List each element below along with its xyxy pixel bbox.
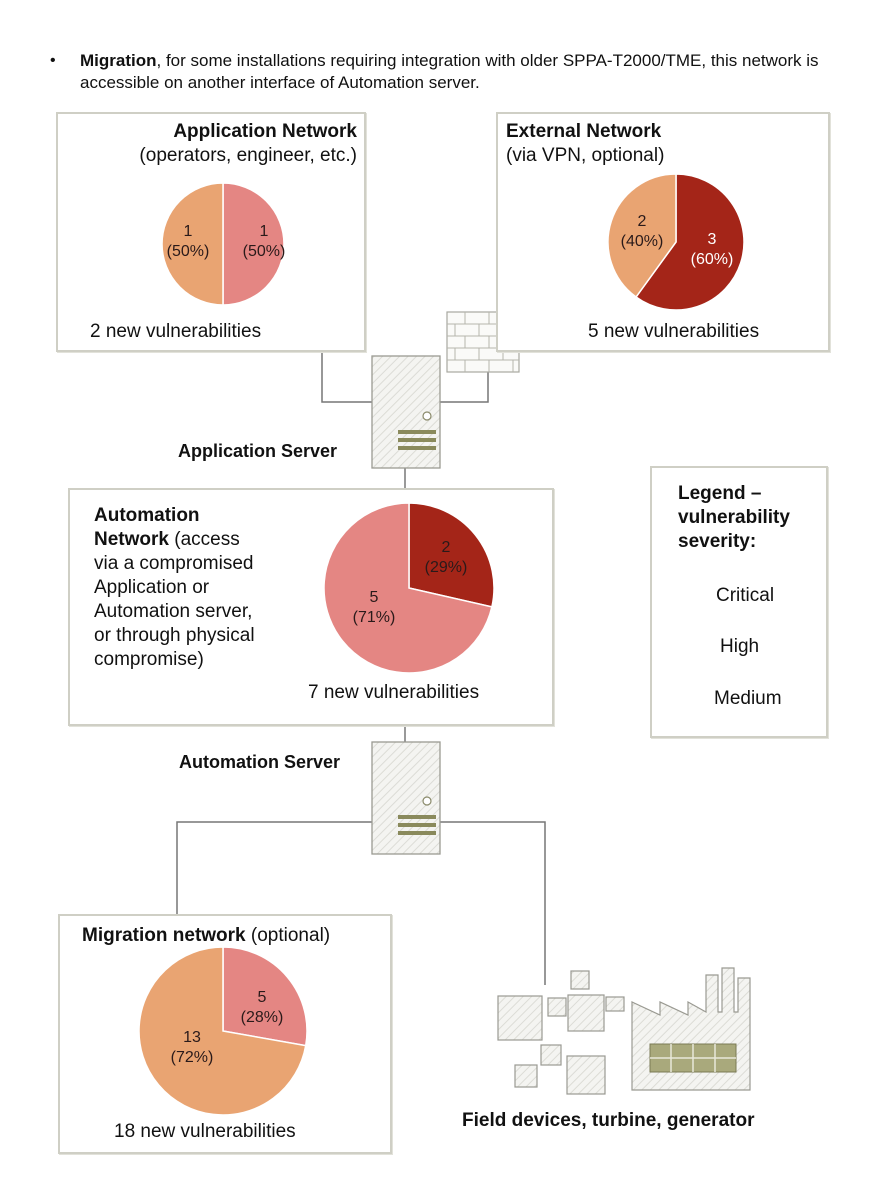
application-pie-slice-high bbox=[222, 182, 285, 306]
bullet-text: , for some installations requiring integ… bbox=[80, 51, 819, 92]
legend-label-medium: Medium bbox=[714, 688, 782, 709]
automation-network-desc-line2: via a compromised bbox=[94, 553, 254, 574]
legend-title-line3: severity: bbox=[678, 531, 757, 552]
automation-network-box: Automation Network (access via a comprom… bbox=[68, 488, 554, 726]
automation-pie-label-critical: 2 (29%) bbox=[424, 539, 468, 576]
automation-pie bbox=[323, 502, 495, 674]
migration-network-title: Migration network (optional) bbox=[82, 925, 331, 946]
migration-pie-slice-high bbox=[222, 946, 308, 1047]
external-network-subtitle: (via VPN, optional) bbox=[506, 145, 665, 166]
external-pie-slice-medium bbox=[607, 173, 677, 299]
application-network-summary: 2 new vulnerabilities bbox=[90, 321, 262, 342]
application-server-label: Application Server bbox=[178, 441, 338, 461]
external-pie-label-critical: 3 (60%) bbox=[690, 231, 734, 268]
bullet-bold-term: Migration bbox=[80, 51, 157, 70]
automation-network-desc-line5: or through physical bbox=[94, 625, 255, 646]
migration-pie bbox=[138, 946, 308, 1116]
automation-network-desc-line6: compromise) bbox=[94, 649, 204, 670]
external-pie-slice-critical bbox=[634, 173, 745, 311]
connector-lines bbox=[176, 348, 546, 985]
external-network-title: External Network bbox=[506, 121, 662, 142]
field-devices-icon bbox=[497, 970, 625, 1095]
legend-title-line2: vulnerability bbox=[678, 507, 790, 528]
legend-label-high: High bbox=[720, 636, 760, 657]
external-network-summary: 5 new vulnerabilities bbox=[588, 321, 760, 342]
legend-title-line1: Legend – bbox=[678, 483, 762, 504]
migration-network-summary: 18 new vulnerabilities bbox=[114, 1121, 296, 1142]
automation-network-desc-line3: Application or bbox=[94, 577, 210, 598]
application-pie-label-medium: 1 (50%) bbox=[166, 223, 210, 260]
migration-pie-label-high: 5 (28%) bbox=[240, 989, 284, 1026]
application-network-box: Application Network (operators, engineer… bbox=[56, 112, 366, 352]
migration-pie-label-medium: 13 (72%) bbox=[170, 1029, 214, 1066]
field-devices-label: Field devices, turbine, generator bbox=[462, 1110, 755, 1131]
automation-pie-slice-critical bbox=[408, 502, 495, 608]
automation-network-title-line2: Network (access bbox=[94, 529, 240, 550]
application-pie-slice-medium bbox=[161, 182, 224, 306]
automation-network-title-line1: Automation bbox=[94, 505, 200, 526]
automation-server-label: Automation Server bbox=[179, 752, 341, 772]
legend-box: Legend – vulnerability severity: Critica… bbox=[650, 466, 828, 738]
automation-pie-slice-high bbox=[323, 502, 493, 674]
application-pie bbox=[161, 182, 285, 306]
external-network-box: External Network (via VPN, optional) 3 (6… bbox=[496, 112, 830, 352]
migration-network-box: Migration network (optional) 5 (28%) 13 (7… bbox=[58, 914, 392, 1154]
external-pie-label-medium: 2 (40%) bbox=[620, 213, 664, 250]
automation-server-icon bbox=[371, 741, 441, 855]
migration-pie-slice-medium bbox=[138, 946, 307, 1116]
external-pie bbox=[607, 173, 745, 311]
automation-network-desc-line4: Automation server, bbox=[94, 601, 253, 622]
application-pie-label-high: 1 (50%) bbox=[242, 223, 286, 260]
application-network-subtitle: (operators, engineer, etc.) bbox=[139, 145, 357, 166]
bullet-symbol: • bbox=[50, 52, 56, 69]
automation-network-summary: 7 new vulnerabilities bbox=[308, 682, 480, 703]
application-network-title: Application Network bbox=[173, 121, 357, 142]
application-server-icon bbox=[371, 355, 441, 469]
automation-pie-label-high: 5 (71%) bbox=[352, 589, 396, 626]
factory-icon bbox=[631, 967, 751, 1091]
legend-label-critical: Critical bbox=[716, 585, 775, 606]
